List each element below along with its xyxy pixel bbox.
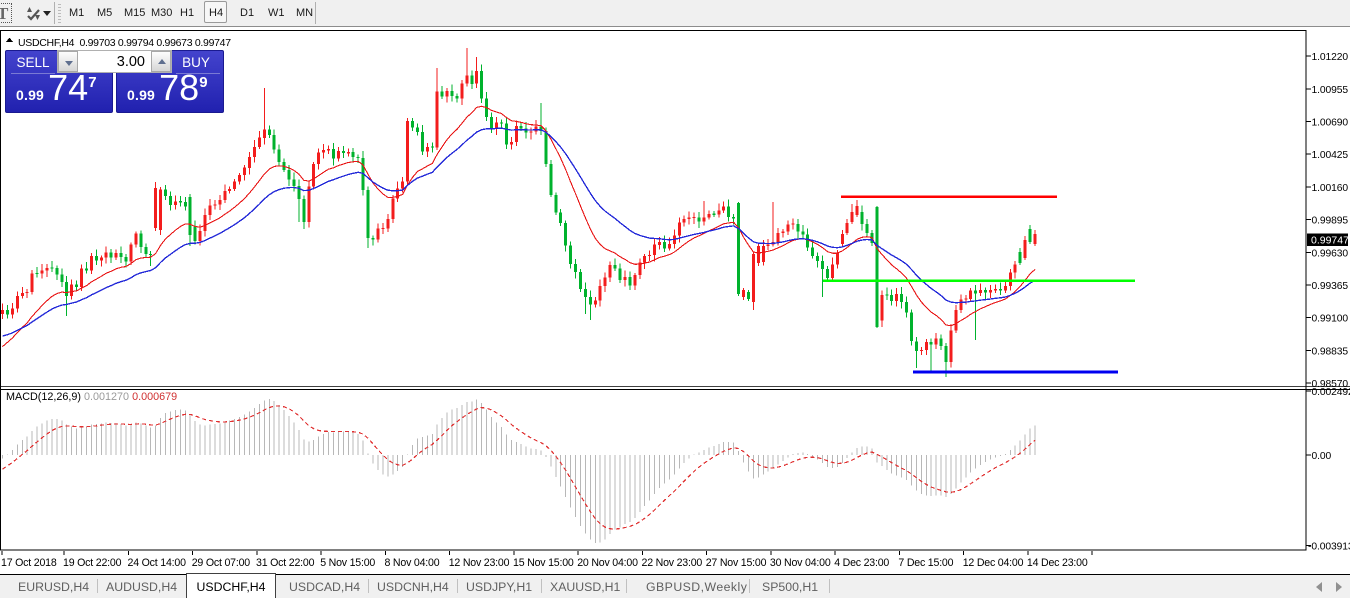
- svg-text:27 Nov 15:00: 27 Nov 15:00: [706, 557, 767, 569]
- svg-text:0.98570: 0.98570: [1312, 379, 1349, 390]
- svg-text:24 Oct 14:00: 24 Oct 14:00: [128, 557, 187, 569]
- svg-text:0.99100: 0.99100: [1312, 314, 1349, 325]
- svg-text:14 Dec 23:00: 14 Dec 23:00: [1027, 557, 1088, 569]
- svg-text:1.01220: 1.01220: [1312, 52, 1349, 63]
- svg-text:19 Oct 22:00: 19 Oct 22:00: [63, 557, 122, 569]
- svg-text:USDCHF,H4 0.99703 0.99794 0.9: USDCHF,H4 0.99703 0.99794 0.99673 0.9974…: [18, 37, 231, 49]
- svg-text:1.00690: 1.00690: [1312, 118, 1349, 129]
- svg-text:0.00: 0.00: [1312, 451, 1332, 462]
- svg-text:1.00160: 1.00160: [1312, 183, 1349, 194]
- svg-text:1.00955: 1.00955: [1312, 85, 1349, 96]
- svg-text:0.99747: 0.99747: [1311, 235, 1349, 247]
- svg-text:-0.003913: -0.003913: [1308, 542, 1350, 553]
- svg-text:17 Oct 2018: 17 Oct 2018: [1, 557, 57, 569]
- svg-text:0.99365: 0.99365: [1312, 281, 1349, 292]
- svg-text:7 Dec 15:00: 7 Dec 15:00: [898, 557, 953, 569]
- svg-text:0.98835: 0.98835: [1312, 346, 1349, 357]
- svg-text:29 Oct 07:00: 29 Oct 07:00: [192, 557, 251, 569]
- svg-text:12 Dec 04:00: 12 Dec 04:00: [963, 557, 1024, 569]
- svg-text:22 Nov 23:00: 22 Nov 23:00: [642, 557, 703, 569]
- svg-text:15 Nov 15:00: 15 Nov 15:00: [513, 557, 574, 569]
- svg-text:4 Dec 23:00: 4 Dec 23:00: [834, 557, 889, 569]
- svg-text:0.99630: 0.99630: [1312, 248, 1349, 259]
- svg-text:1.00425: 1.00425: [1312, 150, 1349, 161]
- svg-text:12 Nov 23:00: 12 Nov 23:00: [449, 557, 510, 569]
- svg-text:0.99895: 0.99895: [1312, 216, 1349, 227]
- svg-text:30 Nov 04:00: 30 Nov 04:00: [770, 557, 831, 569]
- svg-text:MACD(12,26,9) 0.001270 0.00067: MACD(12,26,9) 0.001270 0.000679: [6, 391, 177, 403]
- svg-text:8 Nov 04:00: 8 Nov 04:00: [385, 557, 440, 569]
- svg-text:0.002492: 0.002492: [1312, 387, 1350, 398]
- svg-text:31 Oct 22:00: 31 Oct 22:00: [256, 557, 315, 569]
- svg-text:20 Nov 04:00: 20 Nov 04:00: [577, 557, 638, 569]
- svg-text:5 Nov 15:00: 5 Nov 15:00: [320, 557, 375, 569]
